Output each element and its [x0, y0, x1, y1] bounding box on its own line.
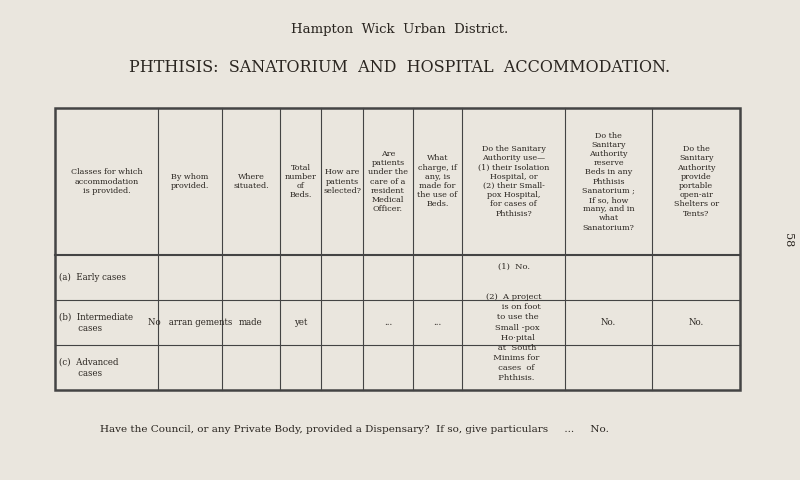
Bar: [55, 108, 740, 390]
Text: yet: yet: [294, 318, 307, 327]
Text: Hampton  Wick  Urban  District.: Hampton Wick Urban District.: [291, 24, 509, 36]
Text: made: made: [239, 318, 263, 327]
Text: Have the Council, or any Private Body, provided a Dispensary?  If so, give parti: Have the Council, or any Private Body, p…: [100, 425, 609, 434]
Text: 58: 58: [783, 233, 793, 247]
Text: Where
situated.: Where situated.: [233, 173, 269, 190]
Text: Total
number
of
Beds.: Total number of Beds.: [285, 164, 316, 199]
Text: By whom
provided.: By whom provided.: [171, 173, 210, 190]
Text: No.: No.: [601, 318, 616, 327]
Text: Do the Sanitary
Authority use—
(1) their Isolation
Hospital, or
(2) their Small-: Do the Sanitary Authority use— (1) their…: [478, 145, 550, 218]
Text: ...: ...: [434, 318, 442, 327]
Text: What
charge, if
any, is
made for
the use of
Beds.: What charge, if any, is made for the use…: [418, 155, 458, 208]
Text: How are
patients
selected?: How are patients selected?: [323, 168, 362, 195]
Text: Do the
Sanitary
Authority
reserve
Beds in any
Phthisis
Sanatorium ;
If so, how
m: Do the Sanitary Authority reserve Beds i…: [582, 132, 635, 231]
Text: No   arran gements: No arran gements: [148, 318, 232, 327]
Text: ...: ...: [384, 318, 392, 327]
Text: Do the
Sanitary
Authority
provide
portable
open-air
Shelters or
Tents?: Do the Sanitary Authority provide portab…: [674, 145, 718, 218]
Text: (b)  Intermediate
       cases: (b) Intermediate cases: [59, 312, 133, 333]
Text: (1)  No.


(2)  A project
      is on foot
   to use the
   Small -pox
   Ho·pit: (1) No. (2) A project is on foot to use …: [486, 263, 542, 382]
Text: (a)  Early cases: (a) Early cases: [59, 273, 126, 282]
Text: Are
patients
under the
care of a
resident
Medical
Officer.: Are patients under the care of a residen…: [368, 150, 408, 213]
Text: No.: No.: [689, 318, 704, 327]
Text: (c)  Advanced
       cases: (c) Advanced cases: [59, 358, 118, 378]
Text: PHTHISIS:  SANATORIUM  AND  HOSPITAL  ACCOMMODATION.: PHTHISIS: SANATORIUM AND HOSPITAL ACCOMM…: [130, 60, 670, 76]
Text: Classes for which
accommodation
is provided.: Classes for which accommodation is provi…: [70, 168, 142, 195]
